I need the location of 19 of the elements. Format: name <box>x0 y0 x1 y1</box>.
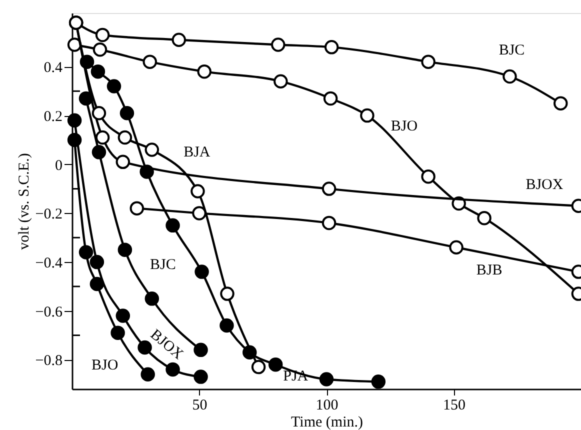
y-tick-label: 0 <box>55 158 62 174</box>
series-label: BJC <box>498 42 525 58</box>
y-tick-label: 0.2 <box>44 109 62 126</box>
y-tick-label: −0.8 <box>35 353 62 370</box>
series-label: BJO <box>91 357 118 374</box>
x-tick-label: 50 <box>192 398 208 414</box>
x-tick-label: 100 <box>316 398 338 414</box>
x-tick-label: 150 <box>443 398 466 414</box>
y-axis-title: volt (vs. S.C.E.) <box>16 153 32 250</box>
y-tick-label: −0.2 <box>35 206 62 223</box>
y-tick-label: −0.6 <box>35 304 63 320</box>
series-label: BJOX <box>526 176 564 193</box>
series-label: BJO <box>390 118 418 135</box>
series-label: BJA <box>184 144 210 161</box>
series-label: BJC <box>150 256 176 273</box>
series-label: BJB <box>476 262 502 278</box>
y-tick-label: −0.4 <box>35 256 63 272</box>
y-tick-label: 0.4 <box>44 60 63 76</box>
x-axis-title: Time (min.) <box>291 414 363 430</box>
